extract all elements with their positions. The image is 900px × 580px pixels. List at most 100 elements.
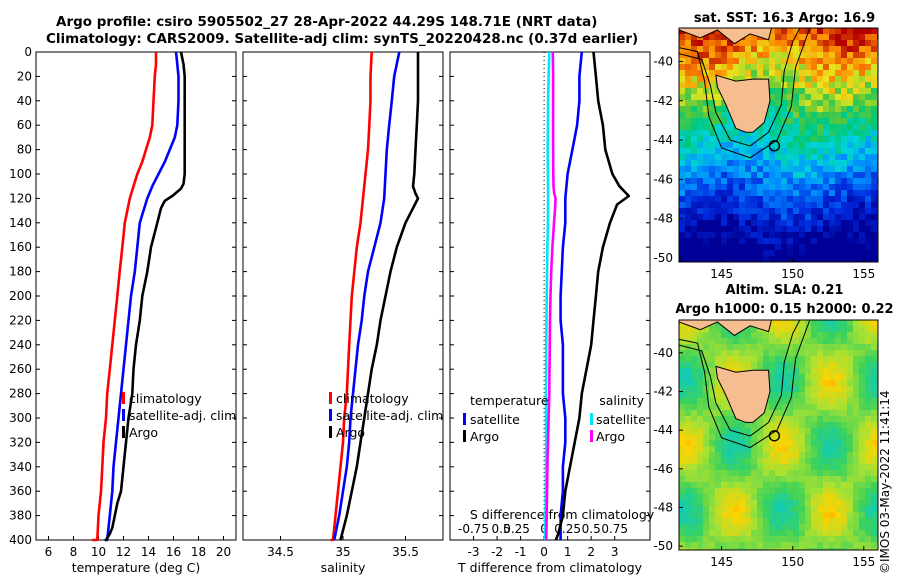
map-cell — [781, 356, 787, 362]
map-cell — [799, 190, 805, 196]
map-cell — [733, 536, 739, 542]
map-cell — [721, 542, 727, 548]
map-cell — [865, 482, 871, 488]
map-cell — [721, 244, 727, 250]
map-cell — [853, 142, 859, 148]
map-cell — [733, 148, 739, 154]
map-cell — [775, 362, 781, 368]
map-cell — [853, 70, 859, 76]
map-cell — [829, 202, 835, 208]
map-cell — [685, 476, 691, 482]
map-cell — [781, 476, 787, 482]
map-cell — [751, 326, 757, 332]
map-cell — [865, 154, 871, 160]
map-cell — [853, 244, 859, 250]
map-cell — [775, 124, 781, 130]
map-cell — [763, 530, 769, 536]
map-cell — [841, 398, 847, 404]
map-cell — [739, 160, 745, 166]
map-cell — [757, 202, 763, 208]
map-cell — [703, 356, 709, 362]
map-cell — [769, 172, 775, 178]
map-cell — [703, 52, 709, 58]
map-cell — [757, 494, 763, 500]
map-cell — [733, 434, 739, 440]
map-cell — [823, 458, 829, 464]
map-cell — [709, 142, 715, 148]
map-cell — [679, 404, 685, 410]
map-cell — [847, 350, 853, 356]
ytick-label: 280 — [9, 387, 32, 401]
map-cell — [685, 440, 691, 446]
map-cell — [787, 52, 793, 58]
map-cell — [739, 178, 745, 184]
map-cell — [859, 374, 865, 380]
map-cell — [721, 58, 727, 64]
map-cell — [805, 542, 811, 548]
map-cell — [811, 58, 817, 64]
map-cell — [679, 184, 685, 190]
map-cell — [769, 40, 775, 46]
map-cell — [679, 256, 685, 262]
map-cell — [817, 136, 823, 142]
map-cell — [691, 470, 697, 476]
map-cell — [853, 58, 859, 64]
map-cell — [823, 190, 829, 196]
map-cell — [787, 548, 793, 550]
map-cell — [781, 208, 787, 214]
map-cell — [739, 482, 745, 488]
ytick-label: 400 — [9, 533, 32, 547]
map-cell — [775, 28, 781, 34]
map-cell — [853, 482, 859, 488]
map-cell — [679, 82, 685, 88]
map-cell — [721, 166, 727, 172]
map-cell — [769, 130, 775, 136]
map-cell — [805, 238, 811, 244]
map-cell — [685, 94, 691, 100]
map-cell — [763, 542, 769, 548]
map-cell — [841, 506, 847, 512]
map-cell — [727, 250, 733, 256]
map-cell — [829, 506, 835, 512]
map-cell — [685, 76, 691, 82]
map-cell — [835, 238, 841, 244]
xtick-label: 34.5 — [267, 545, 294, 559]
map-cell — [769, 446, 775, 452]
map-cell — [859, 452, 865, 458]
xtick-label: 16 — [166, 545, 181, 559]
map-cell — [787, 130, 793, 136]
map-cell — [751, 350, 757, 356]
map-cell — [709, 184, 715, 190]
map-cell — [715, 470, 721, 476]
map-cell — [679, 530, 685, 536]
map-cell — [709, 106, 715, 112]
map-cell — [727, 440, 733, 446]
map-cell — [745, 458, 751, 464]
map-cell — [847, 464, 853, 470]
map-cell — [793, 190, 799, 196]
map-cell — [697, 452, 703, 458]
map-cell — [793, 52, 799, 58]
map-cell — [799, 548, 805, 550]
map-cell — [829, 166, 835, 172]
map-cell — [739, 196, 745, 202]
map-cell — [841, 344, 847, 350]
map-cell — [823, 446, 829, 452]
map-cell — [679, 208, 685, 214]
map-cell — [709, 452, 715, 458]
map-cell — [811, 106, 817, 112]
map-cell — [739, 488, 745, 494]
map-cell — [727, 524, 733, 530]
map-cell — [835, 536, 841, 542]
map-cell — [835, 482, 841, 488]
map-cell — [847, 362, 853, 368]
map-cell — [745, 256, 751, 262]
map-cell — [769, 374, 775, 380]
map-cell — [697, 64, 703, 70]
map-cell — [823, 362, 829, 368]
map-cell — [715, 196, 721, 202]
map-cell — [715, 422, 721, 428]
map-cell — [685, 52, 691, 58]
map-cell — [811, 208, 817, 214]
map-cell — [865, 518, 871, 524]
